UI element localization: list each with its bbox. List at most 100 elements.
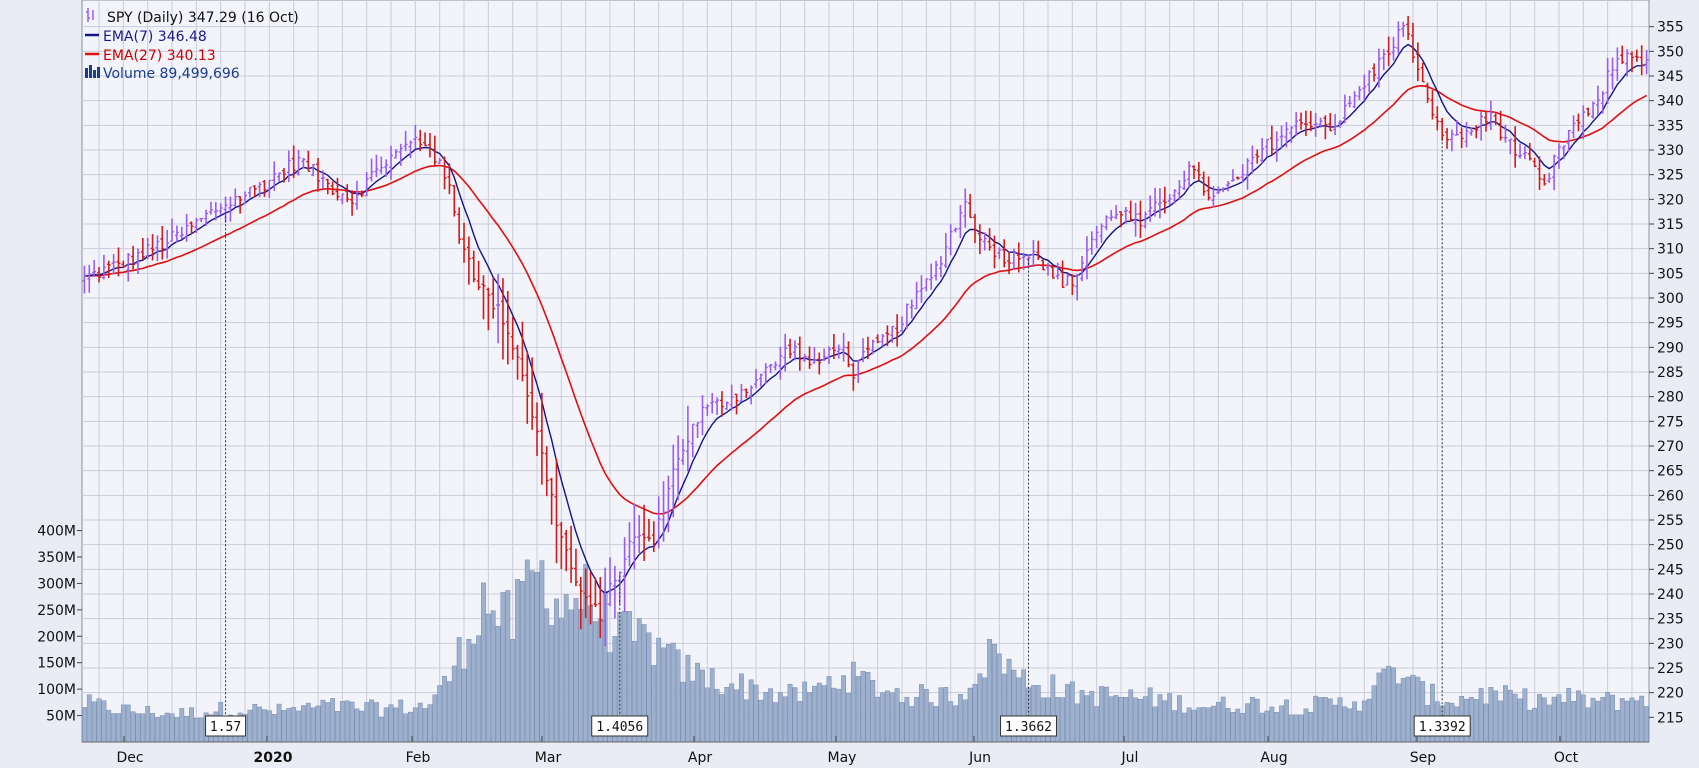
volume-bar <box>1069 681 1075 743</box>
volume-bar <box>1561 702 1567 743</box>
volume-bar <box>894 688 900 743</box>
ohlc-bar <box>1245 158 1250 190</box>
volume-bar <box>495 625 501 743</box>
ohlc-bar <box>637 515 642 553</box>
volume-bar <box>1269 706 1275 743</box>
ohlc-bar <box>1065 273 1070 286</box>
volume-bar <box>568 609 574 743</box>
volume-bar <box>573 598 579 743</box>
price-tick-label: 315 <box>1657 217 1684 233</box>
split-label-box <box>591 715 649 737</box>
ohlc-bar <box>345 184 350 203</box>
volume-bar <box>335 711 340 743</box>
ohlc-bar-icon <box>86 8 94 22</box>
ohlc-bar <box>1459 127 1464 149</box>
ohlc-bar <box>763 363 768 384</box>
volume-bar <box>1118 697 1124 743</box>
volume-bar <box>850 661 856 743</box>
ohlc-bar <box>194 217 199 233</box>
volume-bar <box>1614 710 1620 743</box>
ohlc-bar <box>1201 171 1206 196</box>
volume-bar <box>291 707 297 743</box>
ohlc-bar <box>924 278 929 292</box>
price-tick-label: 295 <box>1657 316 1684 332</box>
split-marker: 1.4056 <box>591 575 649 737</box>
price-tick-label: 215 <box>1657 710 1684 726</box>
ohlc-bar <box>501 278 505 360</box>
ohlc-bar <box>1016 242 1021 273</box>
ohlc-bar <box>559 521 564 570</box>
volume-bar <box>1181 712 1187 743</box>
ema-lines <box>84 43 1647 595</box>
ohlc-bar <box>719 391 724 417</box>
volume-bar <box>1391 667 1396 743</box>
volume-bar <box>563 594 569 743</box>
ohlc-bar <box>111 254 116 275</box>
volume-bar <box>515 579 520 743</box>
ohlc-bar <box>160 225 165 260</box>
volume-bar <box>1541 697 1547 743</box>
volume-bar <box>505 590 511 743</box>
volume-bar <box>315 705 321 743</box>
ohlc-bar <box>1031 240 1036 268</box>
ohlc-bar <box>1089 231 1094 255</box>
ohlc-bar <box>661 481 666 542</box>
volume-bar <box>1196 707 1202 743</box>
ohlc-bar <box>1313 112 1318 137</box>
ohlc-bar <box>1591 101 1595 119</box>
price-tick-label: 325 <box>1657 168 1684 184</box>
ohlc-bar <box>1415 42 1420 82</box>
ohlc-bar <box>968 193 973 219</box>
split-label-box <box>1413 715 1471 737</box>
volume-bar <box>933 706 939 743</box>
volume-bar <box>1293 714 1299 743</box>
volume-bar <box>802 681 808 743</box>
volume-bar <box>558 617 564 743</box>
volume-bar <box>1546 704 1552 743</box>
volume-bar <box>369 699 374 743</box>
ohlc-bar <box>218 203 223 216</box>
volume-bar <box>709 668 715 743</box>
ohlc-bar <box>408 140 413 159</box>
volume-bar <box>982 677 988 743</box>
ohlc-bar <box>462 222 466 263</box>
volume-bar <box>748 679 754 743</box>
ohlc-bar <box>101 254 106 280</box>
ohlc-bar <box>1610 57 1615 90</box>
volume-bar <box>378 716 384 743</box>
volume-bar <box>1084 695 1090 743</box>
volume-bar <box>325 702 331 743</box>
volume-bar <box>923 689 929 743</box>
ohlc-bar <box>1119 211 1123 228</box>
legend-ema7-text: EMA(7) 346.48 <box>103 29 207 45</box>
volume-bar <box>106 710 112 743</box>
volume-bar <box>1610 694 1615 743</box>
ohlc-bar <box>350 190 355 216</box>
volume-bar <box>1108 696 1114 743</box>
volume-bar <box>281 710 287 743</box>
volume-bar <box>1576 690 1581 743</box>
volume-bar <box>247 709 253 743</box>
ohlc-bar <box>97 267 101 283</box>
volume-bar <box>539 560 545 743</box>
ohlc-bar <box>384 159 389 177</box>
volume-bar <box>398 699 404 743</box>
ohlc-bar <box>170 218 174 242</box>
volume-bar <box>987 639 992 743</box>
volume-bar <box>374 702 379 743</box>
ohlc-bar <box>1639 45 1644 76</box>
ohlc-bar <box>1644 49 1649 75</box>
ohlc-bar <box>1284 122 1289 148</box>
volume-bar <box>1074 703 1080 743</box>
ohlc-bar <box>612 565 617 619</box>
volume-bar <box>1191 709 1197 743</box>
volume-bar <box>534 572 540 743</box>
ohlc-bar <box>1128 200 1133 222</box>
volume-bar <box>1327 698 1333 743</box>
ohlc-bar <box>257 181 262 198</box>
volume-bar <box>1551 696 1557 743</box>
ohlc-bar <box>1449 129 1454 152</box>
volume-bar <box>339 701 345 743</box>
ohlc-bar <box>1153 187 1158 217</box>
